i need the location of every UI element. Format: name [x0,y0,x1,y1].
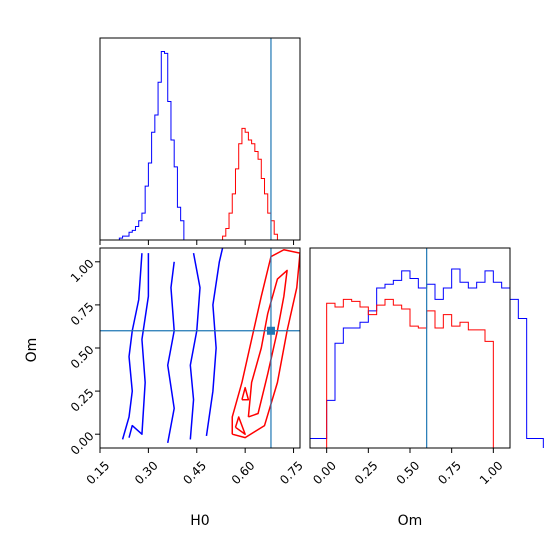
x-tick-label-1: 0.25 [352,458,381,487]
y-tick-label-2: 0.50 [68,343,97,372]
contour-line-4 [205,248,224,437]
x-tick-label-0: 0.15 [84,458,113,487]
histogram-series-1 [326,298,502,449]
x-axis-label-h0: H0 [190,513,209,529]
truth-marker [266,326,275,335]
contour-line-3 [189,253,201,440]
x-tick-label-1: 0.30 [132,458,161,487]
contour-line-7 [234,416,246,435]
om-marginal-histogram: 0.00 0.25 0.50 0.75 1.00 [309,247,544,487]
x-tick-label-2: 0.50 [394,458,423,487]
contour-line-6 [247,269,288,418]
contour-line-0 [121,253,143,440]
om-vs-h0-contour-plot: 0.15 0.30 0.45 0.60 0.75 0.00 0.25 0.50 0.75 1.00 [68,247,306,487]
panel-frame [99,37,301,241]
contour-line-5 [231,248,300,439]
x-tick-label-4: 0.75 [277,458,306,487]
x-axis-label-om: Om [398,513,423,529]
contour-line-1 [128,253,150,438]
histogram-series-0 [116,50,191,241]
contour-lines [121,248,300,443]
y-tick-label-4: 1.00 [68,256,97,285]
x-tick-label-3: 0.75 [435,458,464,487]
contour-line-8 [241,386,250,401]
h0-marginal-histogram [99,37,301,245]
y-tick-label-1: 0.25 [68,386,97,415]
x-tick-label-2: 0.45 [180,458,209,487]
contour-line-2 [166,261,175,443]
y-tick-label-3: 0.75 [68,300,97,329]
x-tick-label-4: 1.00 [477,458,506,487]
y-axis-label-om: Om [24,338,40,363]
x-tick-label-0: 0.00 [310,458,339,487]
y-tick-label-0: 0.00 [68,429,97,458]
x-tick-label-3: 0.60 [229,458,258,487]
